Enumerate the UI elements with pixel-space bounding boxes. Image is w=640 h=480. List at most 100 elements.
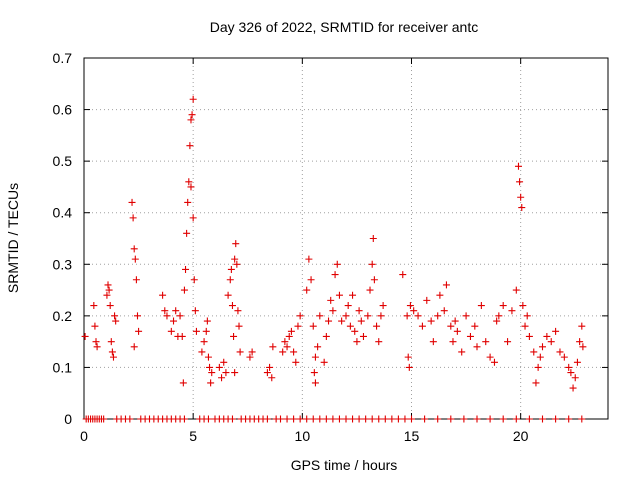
data-point (471, 322, 479, 330)
data-point (322, 415, 330, 423)
data-point (362, 415, 370, 423)
data-point (108, 348, 116, 356)
data-point (263, 369, 271, 377)
data-point (322, 332, 330, 340)
data-point (231, 369, 239, 377)
data-point (170, 317, 178, 325)
data-point (314, 343, 322, 351)
data-point (560, 353, 568, 361)
data-point (325, 317, 333, 325)
data-point (565, 363, 573, 371)
data-point (129, 214, 137, 222)
data-point (414, 312, 422, 320)
data-point (180, 415, 188, 423)
data-point (401, 415, 409, 423)
data-point (188, 111, 196, 119)
data-point (184, 198, 192, 206)
data-point (375, 415, 383, 423)
data-points (81, 95, 587, 423)
y-tick-label: 0.5 (53, 153, 73, 169)
data-point (370, 276, 378, 284)
data-point (215, 363, 223, 371)
data-point (185, 178, 193, 186)
data-point (226, 276, 234, 284)
data-point (279, 348, 287, 356)
x-axis-label: GPS time / hours (291, 457, 398, 473)
data-point (130, 245, 138, 253)
data-point (423, 296, 431, 304)
data-point (525, 415, 533, 423)
data-point (518, 204, 526, 212)
data-point (434, 312, 442, 320)
data-point (427, 317, 435, 325)
data-point (552, 415, 560, 423)
data-point (543, 332, 551, 340)
data-point (320, 358, 328, 366)
y-tick-label: 0.1 (53, 359, 73, 375)
data-point (100, 415, 108, 423)
data-point (189, 95, 197, 103)
data-point (207, 379, 215, 387)
data-point (105, 286, 113, 294)
data-point (473, 415, 481, 423)
data-point (449, 338, 457, 346)
data-point (556, 348, 564, 356)
data-point (534, 363, 542, 371)
data-point (460, 415, 468, 423)
data-point (296, 312, 304, 320)
data-point (329, 307, 337, 315)
data-point (331, 271, 339, 279)
data-point (408, 415, 415, 423)
data-point (525, 332, 533, 340)
data-point (349, 415, 357, 423)
data-point (176, 312, 184, 320)
data-point (369, 235, 377, 242)
y-axis-label: SRMTID / TECUs (5, 183, 21, 293)
data-point (447, 415, 455, 423)
data-point (309, 322, 317, 330)
data-point (109, 353, 117, 361)
data-point (499, 415, 507, 423)
data-point (552, 327, 560, 335)
data-point (303, 415, 311, 423)
data-point (405, 363, 413, 371)
data-point (399, 271, 407, 279)
data-point (379, 302, 387, 310)
data-point (234, 307, 242, 315)
data-point (569, 384, 577, 392)
plot-border (83, 57, 609, 420)
y-tick-label: 0.2 (53, 308, 73, 324)
data-point (296, 415, 304, 423)
y-tick-label: 0.7 (53, 50, 73, 66)
data-point (222, 369, 230, 377)
data-point (311, 379, 319, 387)
data-point (366, 286, 374, 294)
x-tick-label: 5 (189, 428, 197, 444)
data-point (305, 255, 313, 263)
y-tick-label: 0.6 (53, 102, 73, 118)
x-tick-label: 10 (295, 428, 311, 444)
data-point (206, 363, 214, 371)
data-point (355, 307, 363, 315)
data-point (410, 307, 418, 315)
data-point (281, 338, 289, 346)
data-point (303, 286, 311, 294)
data-point (394, 415, 402, 423)
data-point (112, 317, 120, 325)
data-point (132, 276, 140, 284)
data-point (335, 415, 343, 423)
data-point (172, 307, 180, 315)
data-point (547, 338, 555, 346)
data-point (342, 312, 350, 320)
data-point (512, 286, 520, 294)
data-point (495, 312, 503, 320)
data-point (192, 327, 200, 335)
data-point (342, 415, 350, 423)
data-point (442, 281, 450, 289)
data-point (486, 415, 494, 423)
data-point (294, 322, 302, 330)
data-point (183, 229, 191, 237)
data-point (283, 415, 291, 423)
data-point (263, 415, 271, 423)
